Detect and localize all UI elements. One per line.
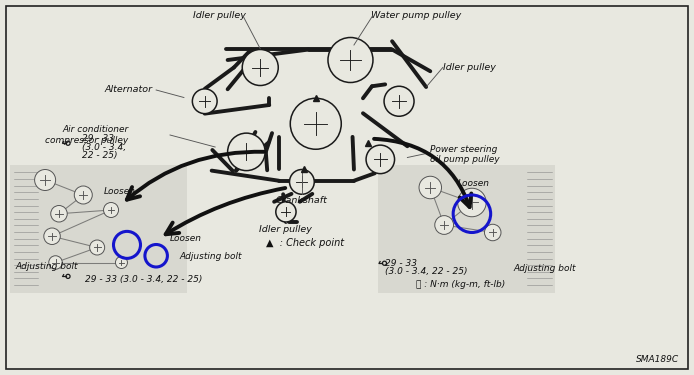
Text: Adjusting bolt: Adjusting bolt <box>514 264 576 273</box>
Circle shape <box>290 98 341 149</box>
Text: Loosen: Loosen <box>170 234 202 243</box>
Text: 29 - 33 (3.0 - 3.4, 22 - 25): 29 - 33 (3.0 - 3.4, 22 - 25) <box>85 275 202 284</box>
Circle shape <box>366 145 395 174</box>
Circle shape <box>115 256 128 268</box>
Text: Loosen: Loosen <box>103 187 135 196</box>
Text: Adjusting bolt: Adjusting bolt <box>179 252 242 261</box>
Text: Loosen: Loosen <box>458 179 490 188</box>
Text: 22 - 25): 22 - 25) <box>82 151 117 160</box>
Circle shape <box>384 86 414 116</box>
Text: 29 - 33: 29 - 33 <box>385 259 417 268</box>
Text: Idler pulley: Idler pulley <box>260 225 312 234</box>
Text: ⓣ : N⋅m (kg-m, ft‑lb): ⓣ : N⋅m (kg-m, ft‑lb) <box>416 280 506 289</box>
Text: Idler pulley: Idler pulley <box>194 10 246 20</box>
Text: Alternator: Alternator <box>105 86 153 94</box>
Text: Crankshaft: Crankshaft <box>276 196 328 205</box>
Text: (3.0 - 3.4,: (3.0 - 3.4, <box>82 142 126 152</box>
Text: 29 - 33: 29 - 33 <box>82 134 114 143</box>
Circle shape <box>289 170 314 194</box>
Circle shape <box>90 240 105 255</box>
Circle shape <box>484 224 501 241</box>
Text: Air conditioner
compressor pulley: Air conditioner compressor pulley <box>45 125 128 145</box>
Circle shape <box>276 202 296 222</box>
Text: SMA189C: SMA189C <box>636 356 679 364</box>
Circle shape <box>434 216 454 234</box>
Circle shape <box>49 256 62 269</box>
Circle shape <box>228 133 265 171</box>
Text: Water pump pulley: Water pump pulley <box>371 10 462 20</box>
Circle shape <box>35 170 56 190</box>
Circle shape <box>51 206 67 222</box>
Text: Adjusting bolt: Adjusting bolt <box>15 262 78 271</box>
Circle shape <box>328 38 373 82</box>
Circle shape <box>44 228 60 244</box>
Text: (3.0 - 3.4, 22 - 25): (3.0 - 3.4, 22 - 25) <box>385 267 468 276</box>
Bar <box>10 165 187 292</box>
Text: Idler pulley: Idler pulley <box>443 63 496 72</box>
Circle shape <box>419 176 441 199</box>
Circle shape <box>457 188 486 217</box>
Circle shape <box>103 202 119 217</box>
Circle shape <box>242 50 278 86</box>
Text: ▲  : Check point: ▲ : Check point <box>266 238 344 248</box>
Text: Power steering
oil pump pulley: Power steering oil pump pulley <box>430 145 500 164</box>
Circle shape <box>74 186 92 204</box>
Circle shape <box>192 89 217 114</box>
Bar <box>378 165 555 292</box>
